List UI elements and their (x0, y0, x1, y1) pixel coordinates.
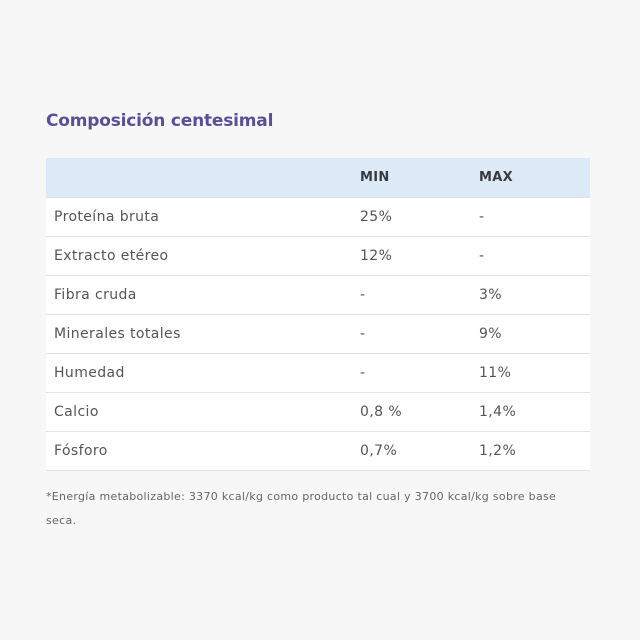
table-row: Humedad - 11% (46, 353, 590, 393)
nutrient-name: Minerales totales (46, 314, 360, 354)
nutrient-min: 0,7% (360, 431, 479, 471)
table-row: Fibra cruda - 3% (46, 275, 590, 315)
nutrient-max: 1,4% (479, 392, 590, 432)
table-row: Proteína bruta 25% - (46, 197, 590, 237)
nutrient-name: Fósforo (46, 431, 360, 471)
nutrient-min: 12% (360, 236, 479, 276)
nutrient-max: 11% (479, 353, 590, 393)
table-row: Minerales totales - 9% (46, 314, 590, 354)
nutrient-name: Humedad (46, 353, 360, 393)
nutrient-name: Fibra cruda (46, 275, 360, 315)
nutrient-name: Calcio (46, 392, 360, 432)
table-header-row: MIN MAX (46, 158, 590, 198)
nutrient-min: - (360, 275, 479, 315)
nutrient-max: 3% (479, 275, 590, 315)
section-title: Composición centesimal (46, 111, 274, 131)
nutrient-max: 1,2% (479, 431, 590, 471)
header-nutrient (46, 158, 360, 198)
energy-footnote: *Energía metabolizable: 3370 kcal/kg com… (46, 490, 557, 527)
nutrient-min: 0,8 % (360, 392, 479, 432)
header-min: MIN (360, 170, 390, 185)
table-row: Calcio 0,8 % 1,4% (46, 392, 590, 432)
nutrient-max: - (479, 197, 590, 237)
table-row: Extracto etéreo 12% - (46, 236, 590, 276)
table-row: Fósforo 0,7% 1,2% (46, 431, 590, 471)
nutrient-name: Extracto etéreo (46, 236, 360, 276)
nutrient-min: - (360, 353, 479, 393)
nutrient-name: Proteína bruta (46, 197, 360, 237)
header-max: MAX (479, 170, 513, 185)
nutrient-min: - (360, 314, 479, 354)
composition-table: MIN MAX Proteína bruta 25% - Extracto et… (46, 158, 590, 471)
nutrient-min: 25% (360, 197, 479, 237)
nutrient-max: 9% (479, 314, 590, 354)
nutrient-max: - (479, 236, 590, 276)
